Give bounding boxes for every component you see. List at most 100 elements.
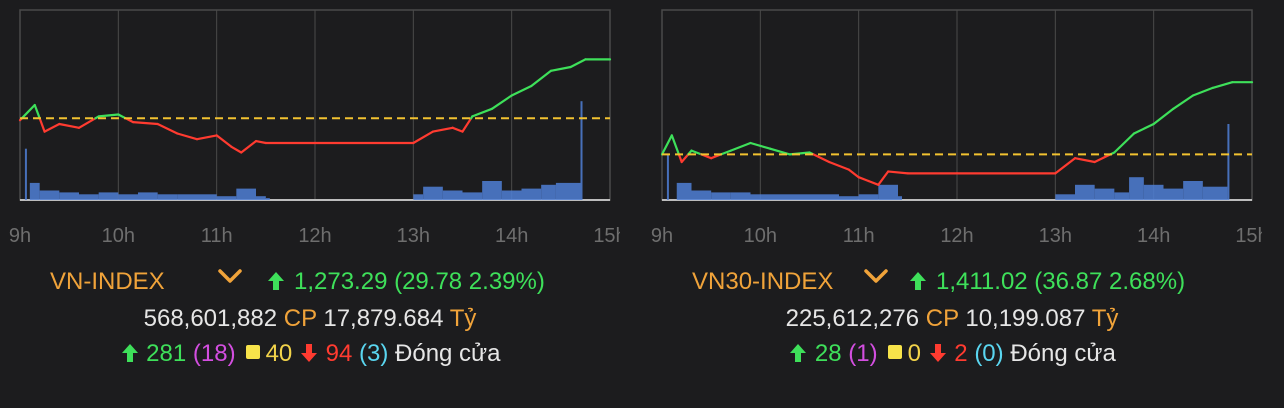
volume-bar <box>39 190 60 200</box>
advancers-count: 281 <box>146 340 187 367</box>
floor-count: (3) <box>359 340 389 367</box>
index-line-segment <box>510 84 533 97</box>
index-line-segment <box>719 149 732 156</box>
volume-bar <box>265 198 270 200</box>
volume-bar <box>462 192 483 200</box>
index-line-segment <box>549 65 572 72</box>
index-line-segment <box>1054 157 1077 175</box>
x-tick-label: 11h <box>843 225 875 247</box>
volume-bar <box>24 148 27 200</box>
x-tick-label: 14h <box>1137 225 1170 247</box>
index-line-segment <box>240 140 258 154</box>
x-tick-label: 10h <box>744 225 777 247</box>
index-line-segment <box>461 117 473 133</box>
arrow-down-icon <box>928 342 948 371</box>
volume-bar <box>1202 186 1228 200</box>
volume-bar <box>118 194 138 200</box>
unchanged-count: 0 <box>907 340 921 367</box>
index-line-segment <box>451 126 464 133</box>
x-tick-label: 12h <box>298 225 331 247</box>
index-line-segment <box>677 153 683 164</box>
index-line-segment <box>749 141 772 150</box>
volume-bar <box>1163 188 1184 200</box>
volume-bar <box>423 186 443 200</box>
index-line-segment <box>1191 86 1214 97</box>
unchanged-square-icon <box>245 345 260 359</box>
index-line-segment <box>20 103 36 120</box>
volume-bar <box>1227 124 1230 200</box>
volume-bar <box>555 182 581 200</box>
vnindex-breadth-row: 281 (18) 40 94 (3) Đóng cửa <box>0 340 620 371</box>
volume-bar <box>1129 177 1144 200</box>
x-tick-label: 13h <box>1039 225 1072 247</box>
trade-value-unit: Tỷ <box>1091 305 1119 332</box>
volume-bar <box>858 194 879 200</box>
volume-bar <box>413 194 424 200</box>
floor-count: (0) <box>974 340 1004 367</box>
index-line-segment <box>660 134 673 156</box>
index-line-segment <box>97 113 120 118</box>
market-status: Đóng cửa <box>395 340 501 367</box>
volume-bar <box>482 181 502 200</box>
volume-value: 568,601,882 <box>143 305 278 332</box>
index-line-segment <box>412 130 435 145</box>
arrow-up-icon <box>266 270 286 299</box>
vn30-chart: 9h 10h 11h 12h 13h 14h 15h <box>651 9 1262 247</box>
index-line-segment <box>38 117 46 133</box>
unchanged-square-icon <box>887 345 902 359</box>
volume-bar <box>177 194 197 200</box>
x-tick-label: 9h <box>9 225 31 247</box>
index-line-segment <box>131 120 159 126</box>
volume-bar <box>580 101 583 200</box>
change-text: 1,411.02 (36.87 2.68%) <box>936 268 1186 295</box>
index-line-segment <box>77 117 97 129</box>
volume-bar <box>521 188 542 200</box>
index-line-segment <box>867 179 880 186</box>
volume-bar <box>780 194 810 200</box>
volume-bar <box>1094 188 1115 200</box>
x-tick-label: 13h <box>397 225 430 247</box>
arrow-up-icon <box>908 270 928 299</box>
decliners-count: 2 <box>954 340 968 367</box>
arrow-up-icon <box>788 342 808 371</box>
index-line-segment <box>680 153 690 164</box>
volume-bar <box>666 154 669 200</box>
index-line-segment <box>877 170 890 186</box>
chevron-down-icon[interactable] <box>216 264 244 295</box>
index-line-segment <box>195 134 218 141</box>
index-line-segment <box>471 107 494 118</box>
index-line-segment <box>156 122 179 135</box>
chevron-down-icon[interactable] <box>862 264 890 295</box>
index-line-segment <box>887 170 909 175</box>
x-tick-label: 11h <box>201 225 233 247</box>
volume-bar <box>216 196 237 200</box>
volume-bar <box>711 192 731 200</box>
volume-bar <box>1075 184 1095 200</box>
unchanged-count: 40 <box>265 340 293 367</box>
volume-bar <box>157 194 178 200</box>
volume-bar <box>501 190 522 200</box>
index-line-segment <box>828 160 850 171</box>
vn30-breadth-row: 28 (1) 0 2 (0) Đóng cửa <box>642 340 1262 371</box>
vnindex-chart: 9h 10h 11h 12h 13h 14h 15h <box>9 9 620 247</box>
index-line-segment <box>670 134 680 156</box>
trade-value-unit: Tỷ <box>449 305 477 332</box>
volume-bar <box>1114 192 1130 200</box>
index-line-segment <box>569 58 587 69</box>
x-tick-label: 10h <box>102 225 135 247</box>
vn30-volume-row: 225,612,276 CP 10,199.087 Tỷ <box>642 305 1262 333</box>
x-tick-label: 14h <box>495 225 528 247</box>
index-change: 1,411.02 (36.87 2.68%) <box>908 268 1185 299</box>
vnindex-panel: 9h 10h 11h 12h 13h 14h 15h VN-INDEX 1,273.29 (… <box>0 0 620 408</box>
volume-bar <box>878 184 898 200</box>
volume-bar <box>59 192 79 200</box>
volume-unit: CP <box>283 305 317 332</box>
trade-value: 10,199.087 <box>965 305 1086 332</box>
index-line-segment <box>847 168 860 179</box>
volume-bar <box>98 192 119 200</box>
index-line-segment <box>1152 107 1175 126</box>
decliners-count: 94 <box>325 340 353 367</box>
trade-value: 17,879.684 <box>323 305 444 332</box>
volume-bar <box>236 188 256 200</box>
advancers-count: 28 <box>814 340 842 367</box>
